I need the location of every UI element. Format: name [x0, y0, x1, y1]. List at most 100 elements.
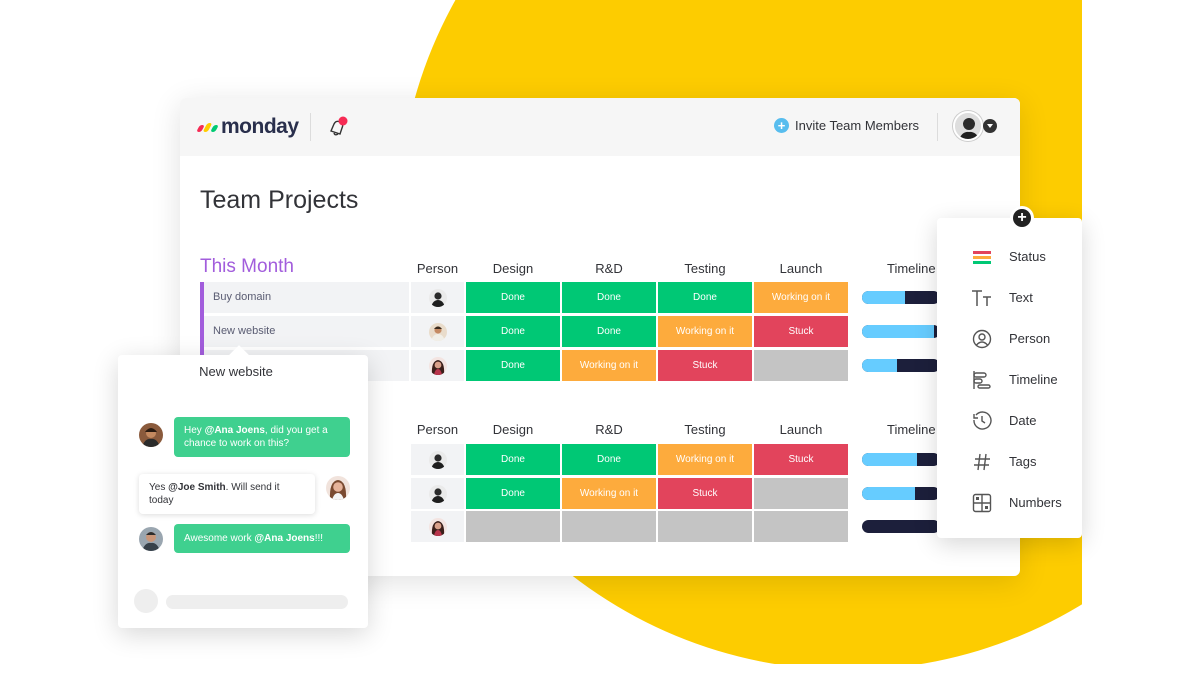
chat-message: Yes @Joe Smith. Will send it today: [139, 474, 315, 514]
avatar: [326, 476, 350, 500]
avatar: [139, 527, 163, 551]
timeline-bar: [862, 453, 940, 466]
column-header-launch[interactable]: Launch: [779, 261, 823, 276]
clock-icon: [971, 410, 993, 432]
person-cell[interactable]: [411, 478, 464, 509]
column-header-timeline[interactable]: Timeline: [887, 422, 936, 437]
status-cell-design[interactable]: Done: [466, 316, 560, 347]
status-cell-design[interactable]: Done: [466, 478, 560, 509]
status-cell-testing[interactable]: Working on it: [658, 316, 752, 347]
column-header-launch[interactable]: Launch: [779, 422, 823, 437]
status-cell-launch[interactable]: Stuck: [754, 316, 848, 347]
status-cell-launch[interactable]: Working on it: [754, 282, 848, 313]
column-header-person[interactable]: Person: [416, 422, 459, 437]
menu-item-label: Status: [1009, 249, 1046, 264]
column-header-person[interactable]: Person: [416, 261, 459, 276]
status-cell-rnd[interactable]: Done: [562, 444, 656, 475]
timeline-bar: [862, 291, 940, 304]
status-cell-launch[interactable]: [754, 350, 848, 381]
background-bottom-edge: [0, 664, 1200, 675]
status-cell-testing[interactable]: Working on it: [658, 444, 752, 475]
timeline-progress: [862, 291, 905, 304]
column-header-rnd[interactable]: R&D: [595, 261, 623, 276]
column-type-menu: Status Text Person Timeline Date: [937, 218, 1082, 538]
status-cell-design[interactable]: Done: [466, 444, 560, 475]
column-header-testing[interactable]: Testing: [684, 261, 726, 276]
menu-item-date[interactable]: Date: [937, 400, 1082, 441]
monday-logo[interactable]: monday: [196, 115, 299, 139]
column-header-rnd[interactable]: R&D: [595, 422, 623, 437]
menu-item-person[interactable]: Person: [937, 318, 1082, 359]
user-avatar[interactable]: [953, 111, 983, 141]
status-cell-launch[interactable]: [754, 478, 848, 509]
group-title[interactable]: This Month: [200, 256, 294, 277]
avatar: [428, 356, 447, 375]
menu-item-label: Person: [1009, 331, 1051, 346]
menu-item-tags[interactable]: Tags: [937, 441, 1082, 482]
column-header-timeline[interactable]: Timeline: [887, 261, 936, 276]
status-cell-rnd[interactable]: Done: [562, 316, 656, 347]
chat-avatar-placeholder: [134, 589, 158, 613]
column-header-design[interactable]: Design: [492, 261, 534, 276]
menu-item-status[interactable]: Status: [937, 236, 1082, 277]
status-cell-testing[interactable]: Stuck: [658, 478, 752, 509]
notification-bell-icon[interactable]: [326, 115, 350, 139]
message-text: Awesome work: [184, 533, 255, 544]
add-column-button[interactable]: +: [1010, 206, 1034, 230]
chevron-down-icon[interactable]: [983, 119, 997, 133]
person-cell[interactable]: [411, 350, 464, 381]
plus-icon: +: [1013, 209, 1031, 227]
background-edge: [1082, 0, 1200, 675]
avatar: [139, 423, 163, 447]
mention[interactable]: @Ana Joens: [254, 533, 315, 544]
status-cell-testing[interactable]: Done: [658, 282, 752, 313]
menu-item-text[interactable]: Text: [937, 277, 1082, 318]
person-cell[interactable]: [411, 444, 464, 475]
avatar: [428, 450, 447, 469]
invite-team-members-button[interactable]: + Invite Team Members: [774, 118, 919, 133]
board-window: monday + Invite Team Members Team Projec…: [180, 98, 1020, 576]
mention[interactable]: @Joe Smith: [168, 482, 226, 493]
numbers-icon: [971, 492, 993, 514]
divider: [937, 113, 938, 141]
timeline-bar: [862, 487, 940, 500]
reply-input[interactable]: [166, 595, 348, 609]
item-name[interactable]: Buy domain: [204, 282, 409, 313]
timeline-progress: [862, 453, 917, 466]
status-cell-rnd[interactable]: Working on it: [562, 350, 656, 381]
item-updates-popup: New website Hey @Ana Joens, did you get …: [118, 345, 368, 628]
invite-label: Invite Team Members: [795, 118, 920, 133]
status-icon: [971, 246, 993, 268]
column-header-design[interactable]: Design: [492, 422, 534, 437]
avatar: [428, 484, 447, 503]
message-text: Hey: [184, 425, 205, 436]
popup-title: New website: [199, 364, 273, 379]
item-name[interactable]: New website: [204, 316, 409, 347]
status-cell-design[interactable]: [466, 511, 560, 542]
status-cell-rnd[interactable]: Working on it: [562, 478, 656, 509]
status-cell-design[interactable]: Done: [466, 350, 560, 381]
mention[interactable]: @Ana Joens: [204, 425, 265, 436]
top-bar: monday + Invite Team Members: [180, 98, 1020, 156]
status-cell-testing[interactable]: [658, 511, 752, 542]
column-header-testing[interactable]: Testing: [684, 422, 726, 437]
person-cell[interactable]: [411, 282, 464, 313]
status-cell-launch[interactable]: [754, 511, 848, 542]
person-cell[interactable]: [411, 511, 464, 542]
status-cell-launch[interactable]: Stuck: [754, 444, 848, 475]
status-cell-rnd[interactable]: Done: [562, 282, 656, 313]
chat-message: Awesome work @Ana Joens!!!: [174, 524, 350, 553]
status-cell-testing[interactable]: Stuck: [658, 350, 752, 381]
person-cell[interactable]: [411, 316, 464, 347]
hashtag-icon: [971, 451, 993, 473]
menu-item-label: Tags: [1009, 454, 1037, 469]
plus-icon: +: [774, 118, 789, 133]
timeline-progress: [862, 487, 916, 500]
logo-mark-icon: [196, 122, 219, 132]
menu-item-numbers[interactable]: Numbers: [937, 482, 1082, 523]
menu-item-timeline[interactable]: Timeline: [937, 359, 1082, 400]
timeline-bar: [862, 359, 940, 372]
status-cell-design[interactable]: Done: [466, 282, 560, 313]
status-cell-rnd[interactable]: [562, 511, 656, 542]
menu-item-label: Numbers: [1009, 495, 1062, 510]
